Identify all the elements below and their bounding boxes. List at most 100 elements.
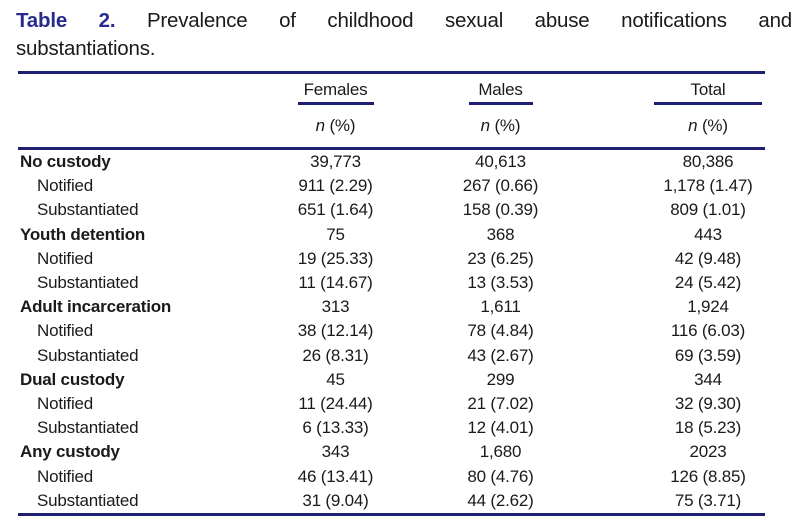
subheader-total: n (%) (588, 116, 765, 136)
row-label: No custody (20, 152, 111, 172)
table-bottom-rule (18, 512, 765, 516)
subheader-males: n (%) (413, 116, 588, 136)
males-value: 21 (7.02) (467, 393, 534, 413)
row-label: Substantiated (37, 490, 139, 510)
males-value: 44 (2.62) (467, 490, 534, 510)
females-value: 19 (25.33) (297, 248, 374, 268)
table-row-youth-detention: Youth detention 75 368 443 (18, 223, 765, 247)
row-label: Substantiated (37, 418, 139, 438)
total-value: 75 (3.71) (674, 490, 742, 510)
males-value: 1,680 (479, 442, 522, 462)
males-value: 23 (6.25) (467, 248, 534, 268)
table-top-rule (18, 71, 765, 74)
total-value: 116 (6.03) (670, 321, 746, 341)
subheader-females: n (%) (258, 116, 413, 136)
row-label: Notified (37, 248, 94, 268)
total-value: 42 (9.48) (674, 248, 742, 268)
table-row-dual-custody: Dual custody 45 299 344 (18, 368, 765, 392)
females-value: 46 (13.41) (297, 466, 374, 486)
row-label: Dual custody (20, 369, 125, 389)
table-row-substantiated: Substantiated 31 (9.04) 44 (2.62) 75 (3.… (18, 489, 765, 513)
males-value: 40,613 (475, 152, 526, 172)
males-value: 1,611 (480, 297, 521, 317)
females-value: 75 (326, 224, 345, 244)
males-value: 368 (486, 224, 515, 244)
males-value: 267 (0.66) (462, 176, 539, 196)
row-label: Youth detention (20, 224, 146, 244)
pct-symbol: (%) (494, 116, 521, 135)
pct-symbol: (%) (701, 116, 728, 135)
header-females-label: Females (303, 80, 368, 99)
total-value: 69 (3.59) (674, 345, 742, 365)
females-value: 343 (321, 442, 350, 462)
header-total: Total (588, 80, 765, 105)
header-total-label: Total (690, 80, 726, 99)
header-males-label: Males (478, 80, 523, 99)
males-value: 78 (4.84) (467, 321, 534, 341)
females-value: 11 (14.67) (298, 273, 373, 293)
males-value: 299 (486, 369, 515, 389)
females-value: 651 (1.64) (297, 200, 374, 220)
total-value: 1,178 (1.47) (663, 176, 753, 196)
total-value: 126 (8.85) (670, 466, 746, 486)
n-symbol: n (480, 116, 490, 135)
table-caption-text: Prevalence of childhood sexual abuse not… (146, 9, 792, 32)
table-row-notified: Notified 46 (13.41) 80 (4.76) 126 (8.85) (18, 464, 765, 488)
total-value: 2023 (689, 442, 727, 462)
total-value: 80,386 (682, 152, 734, 172)
table-row-substantiated: Substantiated 26 (8.31) 43 (2.67) 69 (3.… (18, 344, 765, 368)
header-females: Females (258, 80, 413, 105)
n-symbol: n (688, 116, 698, 135)
males-value: 43 (2.67) (467, 345, 534, 365)
header-total-underline (654, 102, 762, 105)
n-symbol: n (315, 116, 325, 135)
total-value: 24 (5.42) (674, 273, 742, 293)
total-value: 809 (1.01) (670, 200, 746, 220)
females-value: 6 (13.33) (302, 418, 369, 438)
table-caption-line2: substantiations. (16, 37, 156, 60)
males-value: 158 (0.39) (462, 200, 539, 220)
row-label: Notified (37, 466, 94, 486)
data-table: Females Males Total n (%) n (%) n (%) No… (18, 80, 765, 516)
pct-symbol: (%) (329, 116, 356, 135)
total-value: 18 (5.23) (674, 418, 742, 438)
table-mid-rule (18, 147, 765, 150)
females-value: 26 (8.31) (302, 345, 369, 365)
table-row-substantiated: Substantiated 11 (14.67) 13 (3.53) 24 (5… (18, 271, 765, 295)
females-value: 39,773 (310, 152, 361, 172)
table-row-notified: Notified 38 (12.14) 78 (4.84) 116 (6.03) (18, 319, 765, 343)
females-value: 11 (24.44) (298, 393, 373, 413)
row-label: Notified (37, 321, 94, 341)
table-row-substantiated: Substantiated 6 (13.33) 12 (4.01) 18 (5.… (18, 416, 765, 440)
table-row-substantiated: Substantiated 651 (1.64) 158 (0.39) 809 … (18, 198, 765, 222)
females-value: 313 (321, 297, 350, 317)
total-value: 344 (694, 369, 722, 389)
table-row-notified: Notified 11 (24.44) 21 (7.02) 32 (9.30) (18, 392, 765, 416)
table-row-notified: Notified 911 (2.29) 267 (0.66) 1,178 (1.… (18, 174, 765, 198)
females-value: 45 (326, 369, 345, 389)
row-label: Notified (37, 393, 94, 413)
males-value: 13 (3.53) (467, 273, 534, 293)
table-row-any-custody: Any custody 343 1,680 2023 (18, 440, 765, 464)
table-caption-number: Table 2. (16, 9, 116, 32)
table-subheader-row: n (%) n (%) n (%) (18, 105, 765, 147)
males-value: 80 (4.76) (467, 466, 534, 486)
total-value: 32 (9.30) (674, 393, 742, 413)
females-value: 31 (9.04) (302, 490, 369, 510)
total-value: 443 (694, 224, 722, 244)
row-label: Substantiated (37, 200, 139, 220)
row-label: Any custody (20, 442, 120, 462)
header-males: Males (413, 80, 588, 105)
row-label: Substantiated (37, 345, 139, 365)
females-value: 38 (12.14) (297, 321, 374, 341)
row-label: Substantiated (37, 273, 139, 293)
males-value: 12 (4.01) (467, 418, 534, 438)
table-row-no-custody: No custody 39,773 40,613 80,386 (18, 150, 765, 174)
header-females-underline (297, 102, 374, 105)
table-caption-line1: Table 2. Prevalence of childhood sexual … (16, 7, 792, 35)
row-label: Notified (37, 176, 94, 196)
row-label: Adult incarceration (20, 297, 172, 317)
header-spacer (18, 80, 258, 105)
header-males-underline (468, 102, 533, 105)
